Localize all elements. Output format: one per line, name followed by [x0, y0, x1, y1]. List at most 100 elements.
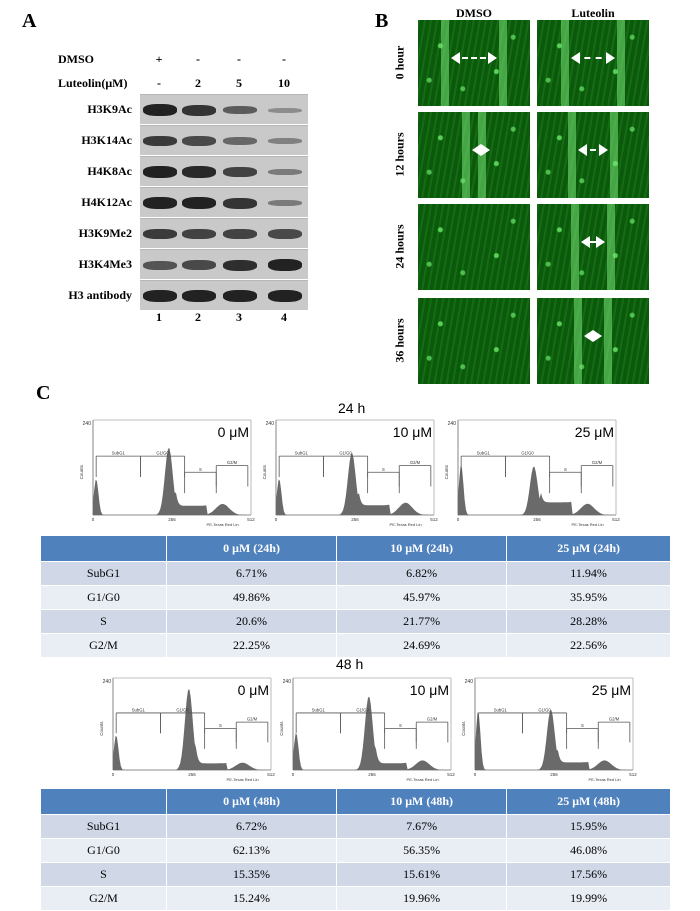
wound-column-label: Luteolin	[571, 6, 615, 20]
table-cell: 15.24%	[165, 886, 338, 911]
x-tick-label: 512	[629, 772, 637, 777]
wound-edge	[604, 298, 613, 384]
blot-band	[182, 104, 216, 116]
table-row: S 15.35% 15.61% 17.56%	[40, 862, 671, 887]
table-cell: G2/M	[40, 886, 167, 911]
table-header-cell: 0 μM (24h)	[165, 535, 338, 562]
table-cell: G1/G0	[40, 838, 167, 863]
blot-band	[182, 136, 216, 146]
gate-label: SubG1	[132, 707, 146, 712]
table-cell: S	[40, 862, 167, 887]
wound-width-arrow	[571, 52, 615, 64]
lane-number: 2	[195, 310, 201, 324]
table-cell: 17.56%	[506, 862, 671, 887]
time-label-48h: 48 h	[336, 656, 364, 672]
blot-band	[223, 137, 257, 145]
table-header-cell: 25 μM (48h)	[506, 788, 671, 815]
table-cell: 11.94%	[506, 561, 671, 586]
y-tick-max: 240	[103, 679, 112, 685]
gate-label: G1/G0	[156, 451, 169, 456]
gate-label: G2/M	[247, 717, 258, 722]
wound-width-arrow	[471, 144, 490, 156]
wound-edge	[461, 112, 470, 198]
table-cell: 19.96%	[336, 886, 508, 911]
concentration-label: 25 μM	[574, 424, 614, 440]
panel-c-letter: C	[36, 382, 51, 404]
concentration-label: 25 μM	[591, 682, 631, 698]
wound-edge	[607, 204, 615, 290]
x-axis-label: PE-Texas Red Lin	[227, 777, 259, 782]
gate-label: SubG1	[295, 451, 309, 456]
gate-label: SubG1	[112, 451, 126, 456]
gate-label: S	[564, 467, 567, 472]
blot-band	[182, 197, 216, 209]
blot-band	[268, 229, 302, 239]
wound-micrograph	[418, 112, 530, 198]
y-tick-max: 240	[283, 679, 292, 685]
wound-edge	[440, 20, 449, 106]
lane-number: 4	[281, 310, 287, 324]
x-axis-label: PE-Texas Red Lin	[390, 522, 422, 527]
blot-header-value: +	[155, 52, 163, 66]
y-tick-max: 240	[448, 421, 457, 427]
histogram-svg: 240 Counts 0 256 512 PE-Texas Red Lin SubG1 G1/…	[79, 419, 255, 527]
x-tick-label: 256	[168, 517, 176, 522]
y-axis-label: Counts	[99, 721, 104, 736]
x-tick-label: 512	[612, 517, 620, 522]
table-cell: 6.71%	[165, 561, 338, 586]
blot-antibody-label: H4K8Ac	[87, 164, 132, 178]
histogram-area	[113, 689, 271, 770]
table-cell: SubG1	[40, 561, 167, 586]
table-row: S 20.6% 21.77% 28.28%	[40, 609, 671, 634]
table-header-cell	[40, 535, 167, 562]
blot-antibody-label: H3K9Ac	[87, 102, 132, 116]
wound-width-arrow	[450, 52, 498, 64]
cell-cycle-table: 0 μM (48h) 10 μM (48h) 25 μM (48h) SubG1 6.7…	[40, 788, 671, 911]
blot-strip	[140, 187, 308, 217]
wound-micrograph	[418, 204, 530, 290]
wound-edge	[499, 20, 508, 106]
x-tick-label: 256	[188, 772, 196, 777]
gate-label: SubG1	[494, 707, 508, 712]
gate-label: G2/M	[427, 717, 438, 722]
table-cell: 21.77%	[336, 609, 508, 634]
blot-header-label: Luteolin(μM)	[58, 76, 128, 90]
blot-strip	[140, 94, 308, 124]
concentration-label: 10 μM	[392, 424, 432, 440]
blot-strip	[140, 249, 308, 279]
blot-header-value: 10	[278, 76, 290, 90]
x-tick-label: 0	[275, 517, 278, 522]
table-header-row: 0 μM (24h) 10 μM (24h) 25 μM (24h)	[40, 535, 671, 562]
wound-row-label: 0 hour	[392, 45, 407, 80]
x-tick-label: 512	[447, 772, 455, 777]
blot-band	[223, 290, 257, 302]
wound-micrograph	[537, 112, 649, 198]
histogram-svg: 240 Counts 0 256 512 PE-Texas Red Lin SubG1 G1/…	[461, 677, 637, 782]
lane-number: 1	[156, 310, 162, 324]
table-cell: 7.67%	[336, 814, 508, 839]
blot-header-value: -	[157, 76, 161, 90]
blot-header-value: -	[196, 52, 200, 66]
table-row: G2/M 15.24% 19.96% 19.99%	[40, 886, 671, 911]
wound-edge	[561, 20, 570, 106]
gate-label: G2/M	[227, 460, 238, 465]
table-cell: 28.28%	[506, 609, 671, 634]
x-tick-label: 256	[550, 772, 558, 777]
y-axis-label: Counts	[279, 721, 284, 736]
x-tick-label: 512	[430, 517, 438, 522]
y-tick-max: 240	[266, 421, 275, 427]
table-cell: 15.61%	[336, 862, 508, 887]
histogram-svg: 240 Counts 0 256 512 PE-Texas Red Lin SubG1 G1/…	[444, 419, 620, 527]
cell-cycle-histogram: 240 Counts 0 256 512 PE-Texas Red Lin SubG1 G1/…	[258, 414, 440, 529]
blot-band	[143, 104, 177, 116]
table-cell: 46.08%	[506, 838, 671, 863]
blot-header-value: 2	[195, 76, 201, 90]
blot-band	[223, 259, 257, 271]
table-cell: G1/G0	[40, 585, 167, 610]
histogram-area	[458, 466, 616, 515]
cell-cycle-histogram: 240 Counts 0 256 512 PE-Texas Red Lin SubG1 G1/…	[95, 672, 277, 784]
wound-micrograph	[537, 20, 649, 106]
concentration-label: 10 μM	[409, 682, 449, 698]
blot-band	[182, 229, 216, 239]
gate-label: G2/M	[609, 717, 620, 722]
